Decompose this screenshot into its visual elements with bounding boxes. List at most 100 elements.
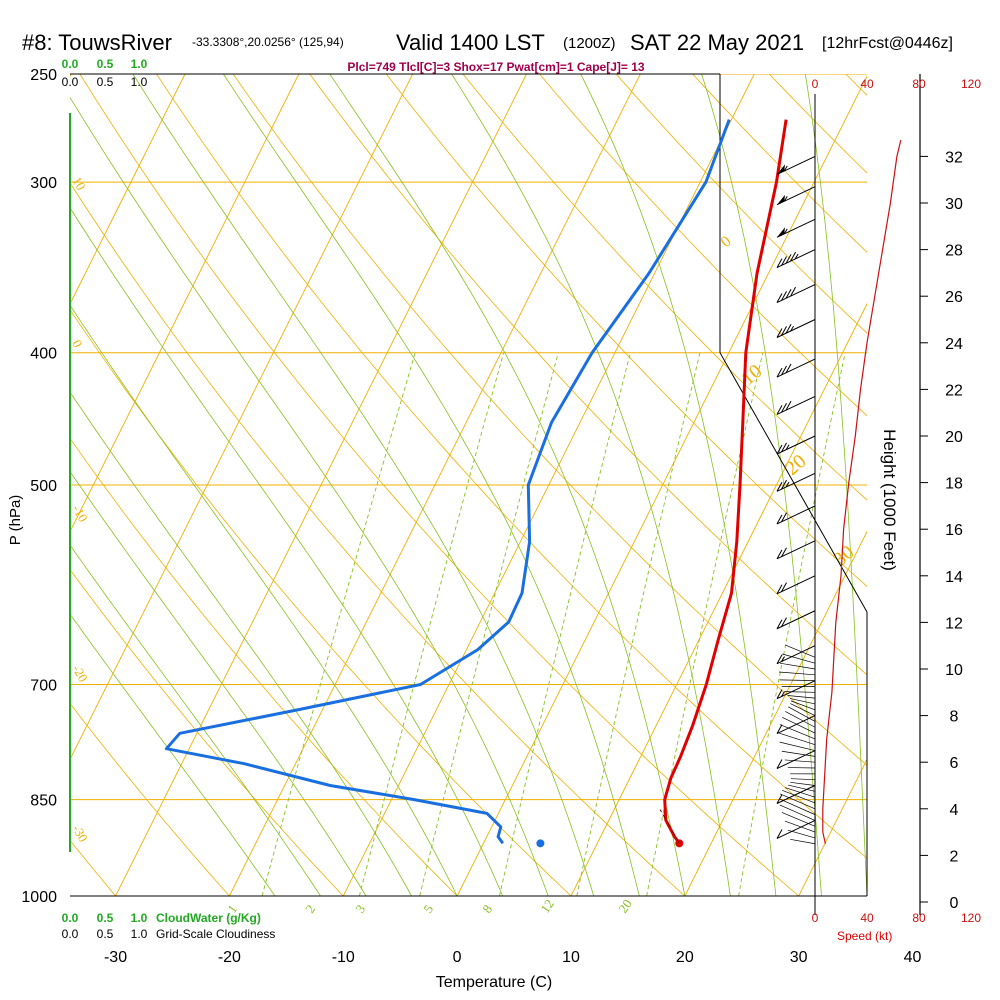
wind-barb-low bbox=[779, 662, 816, 670]
wind-barb-flag bbox=[776, 829, 783, 839]
wind-barb bbox=[776, 472, 816, 492]
speed-tick-label: 120 bbox=[961, 911, 981, 925]
pressure-tick-label: 300 bbox=[30, 175, 57, 192]
wind-barb-flag bbox=[781, 442, 787, 453]
dry-adiabat bbox=[974, 50, 1000, 925]
wind-barb-half bbox=[783, 228, 788, 235]
wind-barb-low bbox=[779, 793, 816, 810]
wind-barb-flag bbox=[776, 514, 783, 525]
height-tick-label: 24 bbox=[945, 336, 963, 353]
cloud-tick-label: 0.5 bbox=[97, 75, 114, 89]
cloud-tick-label: 0.5 bbox=[97, 927, 114, 941]
wind-barb-low bbox=[779, 724, 816, 740]
profiles bbox=[164, 119, 788, 848]
wind-barb bbox=[776, 540, 816, 560]
cloud-tick-label: 1.0 bbox=[131, 75, 148, 89]
mixing-ratio-label: 2 bbox=[302, 902, 318, 916]
wind-barb bbox=[776, 715, 816, 735]
cloud-tick-label: 0.0 bbox=[62, 911, 79, 925]
wind-barb-staff bbox=[776, 319, 816, 338]
moist-adiabat bbox=[70, 304, 458, 896]
isotherm bbox=[70, 74, 186, 305]
wind-barb-flag bbox=[781, 512, 787, 522]
height-tick-label: 4 bbox=[950, 802, 959, 819]
mixing-ratio-line bbox=[499, 352, 631, 896]
pressure-tick-label: 250 bbox=[30, 67, 57, 84]
wind-barb-flag bbox=[776, 328, 783, 338]
wind-barb-flag bbox=[776, 654, 783, 664]
wind-barb bbox=[776, 819, 816, 839]
height-tick-label: 6 bbox=[950, 755, 959, 772]
dry-adiabat bbox=[70, 702, 230, 896]
height-tick-label: 16 bbox=[945, 522, 963, 539]
valid-time: Valid 1400 LST bbox=[396, 30, 545, 55]
speed-tick-label: 0 bbox=[812, 77, 819, 91]
wind-barb-half bbox=[781, 656, 785, 662]
wind-barb-low bbox=[788, 784, 816, 792]
wind-barb-low bbox=[784, 759, 816, 763]
wind-barb-pennant bbox=[777, 164, 785, 175]
wind-barb-half bbox=[785, 444, 790, 450]
moist-adiabat bbox=[580, 74, 777, 896]
moist-adiabat bbox=[70, 544, 321, 896]
isotherm-label: 10 bbox=[69, 174, 88, 193]
wind-barb-low bbox=[779, 741, 816, 751]
wind-barb-low bbox=[781, 789, 816, 804]
wind-barb-low bbox=[787, 695, 816, 699]
wind-barb-flag bbox=[776, 619, 783, 629]
isotherm-label: 10 bbox=[737, 360, 766, 390]
wind-barb-staff bbox=[776, 435, 816, 455]
isotherm bbox=[456, 75, 867, 896]
wind-barb-flag bbox=[776, 293, 783, 303]
wind-barb bbox=[776, 645, 816, 665]
moist-adiabat bbox=[70, 613, 276, 896]
wind-barb bbox=[776, 680, 816, 700]
wind-barb-flag bbox=[781, 365, 787, 376]
wind-barb-low bbox=[787, 829, 816, 839]
wind-barb-low bbox=[779, 679, 816, 681]
isotherm-label: -10 bbox=[69, 502, 91, 525]
dry-adiabat bbox=[232, 74, 867, 766]
pressure-tick-label: 400 bbox=[30, 346, 57, 363]
dry-adiabat bbox=[0, 50, 25, 925]
cloud-tick-label: 0.0 bbox=[62, 57, 79, 71]
wind-barb-flag bbox=[785, 323, 792, 334]
moist-adiabat bbox=[70, 391, 412, 896]
speed-tick-label: 120 bbox=[961, 77, 981, 91]
wind-barb-low bbox=[778, 798, 816, 815]
moist-adiabat bbox=[804, 74, 867, 896]
surface-dewpoint-point bbox=[536, 839, 545, 848]
pressure-tick-label: 700 bbox=[30, 678, 57, 695]
wind-barb-half bbox=[781, 691, 785, 697]
mixing-ratio-label: 8 bbox=[479, 902, 495, 916]
moist-adiabat bbox=[132, 74, 595, 896]
temperature-tick-label: 0 bbox=[453, 949, 462, 966]
wind-barb bbox=[776, 284, 816, 304]
wind-barb-low bbox=[790, 703, 816, 716]
dry-adiabat bbox=[70, 309, 572, 896]
cloudiness-label: Grid-Scale Cloudiness bbox=[156, 927, 275, 941]
wind-barb-low bbox=[778, 732, 816, 746]
isotherm bbox=[70, 74, 300, 533]
temperature-tick-label: -10 bbox=[332, 949, 355, 966]
wind-barb-staff bbox=[776, 715, 816, 735]
cloud-tick-label: 0.5 bbox=[97, 911, 114, 925]
wind-barb-low bbox=[785, 711, 816, 728]
wind-barb-low bbox=[782, 653, 816, 664]
wind-barb-low bbox=[790, 838, 816, 845]
wind-barb-staff bbox=[776, 284, 816, 304]
wind-barb-low bbox=[784, 691, 816, 693]
height-tick-label: 20 bbox=[945, 429, 963, 446]
dry-adiabat bbox=[70, 182, 686, 896]
wind-panel bbox=[776, 94, 902, 915]
mixing-ratio-label: 20 bbox=[615, 896, 635, 915]
height-tick-label: 26 bbox=[945, 289, 963, 306]
wind-barb-pennant bbox=[777, 194, 785, 205]
temperature-tick-label: 40 bbox=[904, 949, 922, 966]
wind-barb bbox=[776, 249, 816, 269]
wind-barb-flag bbox=[781, 291, 787, 301]
wind-barb-flag bbox=[790, 286, 797, 297]
forecast-info: [12hrFcst@0446z] bbox=[822, 35, 953, 52]
wind-barb bbox=[776, 218, 816, 238]
